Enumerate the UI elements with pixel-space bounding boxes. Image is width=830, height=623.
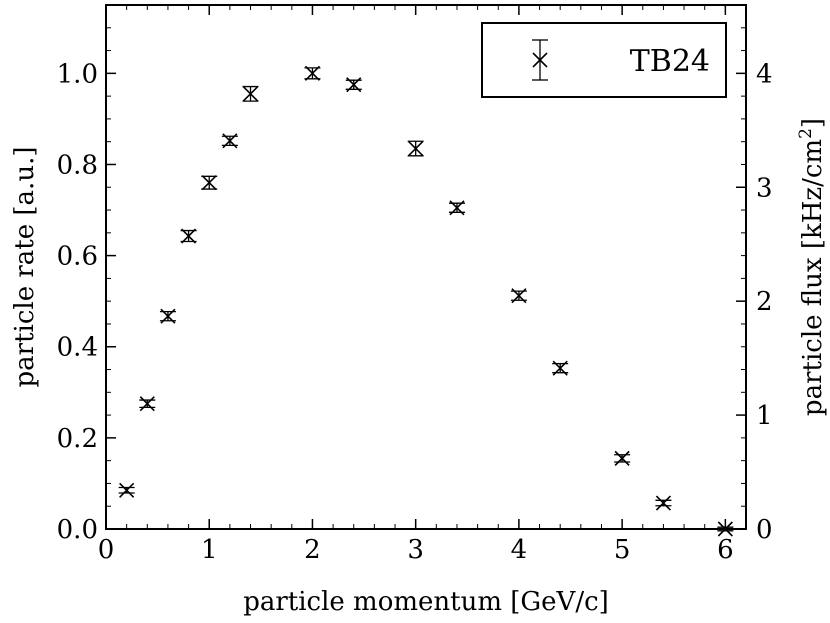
- y-tick-label: 0.4: [57, 333, 98, 363]
- data-point: [242, 85, 259, 102]
- data-point: [159, 308, 176, 324]
- data-point: [510, 288, 527, 304]
- y2-tick-label: 4: [756, 59, 773, 89]
- data-point: [614, 450, 631, 466]
- y2-tick-label: 2: [756, 287, 773, 317]
- data-point: [552, 360, 569, 376]
- y2-axis-label: particle flux [kHz/cm2]: [796, 118, 828, 416]
- legend-label: TB24: [630, 44, 710, 79]
- x-tick-label: 5: [614, 535, 631, 565]
- y-axis-label: particle rate [a.u.]: [10, 147, 40, 388]
- x-tick-label: 1: [201, 535, 218, 565]
- legend-marker-symbol: [532, 39, 548, 81]
- data-point: [448, 200, 465, 216]
- data-point: [139, 396, 156, 412]
- data-point: [180, 228, 197, 244]
- x-tick-label: 2: [304, 535, 321, 565]
- data-point: [655, 495, 672, 511]
- x-tick-label: 0: [98, 535, 115, 565]
- data-points: [118, 65, 734, 537]
- data-point: [118, 482, 135, 498]
- y-tick-label: 0.8: [57, 150, 98, 180]
- y2-tick-label: 0: [756, 515, 773, 545]
- legend: TB24: [481, 22, 727, 98]
- y-tick-label: 0.6: [57, 242, 98, 272]
- y-tick-label: 0.0: [57, 515, 98, 545]
- y2-tick-label: 1: [756, 401, 773, 431]
- x-tick-label: 4: [511, 535, 528, 565]
- plot-frame: [105, 4, 747, 530]
- x-tick-label: 3: [407, 535, 424, 565]
- x-axis-label: particle momentum [GeV/c]: [243, 587, 609, 617]
- y2-axis-label-main: particle flux [kHz/cm: [798, 139, 828, 416]
- y2-axis-label-exponent: 2: [796, 128, 816, 139]
- y-tick-label: 1.0: [57, 59, 98, 89]
- y2-tick-label: 3: [756, 173, 773, 203]
- ticks-layer: 0 1 2 3 4 5 6 0.0 0.2 0.4 0.6 0.8 1.0 0 1 2 3 4: [57, 5, 773, 565]
- x-tick-label: 6: [717, 535, 734, 565]
- legend-marker: [532, 39, 548, 81]
- data-point: [407, 140, 424, 157]
- data-point: [304, 65, 321, 81]
- data-point: [345, 77, 362, 93]
- legend-box: [481, 22, 727, 98]
- y-tick-label: 0.2: [57, 424, 98, 454]
- data-point: [221, 133, 238, 149]
- y2-axis-label-end: ]: [798, 118, 828, 128]
- data-point: [201, 175, 218, 191]
